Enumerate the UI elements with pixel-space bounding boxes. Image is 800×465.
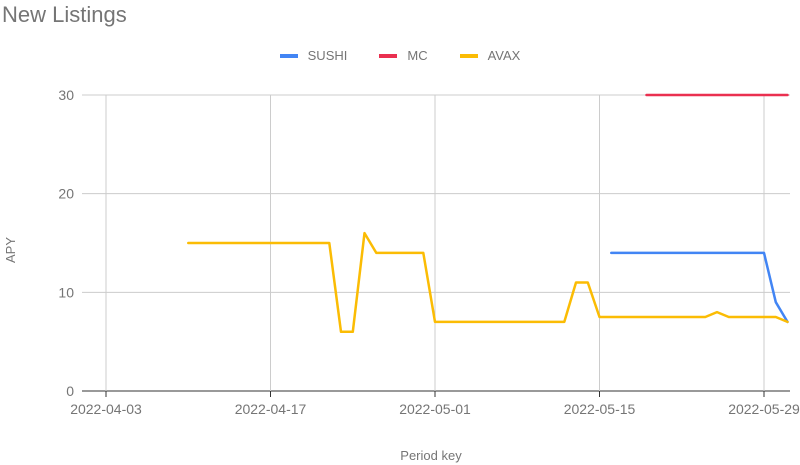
legend-swatch-mc xyxy=(379,53,398,58)
series-line-avax xyxy=(187,231,789,334)
legend-item-mc[interactable]: MC xyxy=(379,48,428,63)
x-tick-label-2022-05-15: 2022-05-15 xyxy=(564,401,636,417)
legend-label-mc: MC xyxy=(407,48,428,63)
x-axis-title: Period key xyxy=(400,448,462,463)
y-axis-title: APY xyxy=(3,237,18,263)
y-tick-label-10: 10 xyxy=(58,284,74,300)
x-tick-label-2022-05-01: 2022-05-01 xyxy=(399,401,471,417)
legend-item-avax[interactable]: AVAX xyxy=(459,48,521,63)
series-line-sushi xyxy=(610,251,789,324)
legend: SUSHI MC AVAX xyxy=(0,48,800,63)
series-lines xyxy=(187,93,789,334)
legend-item-sushi[interactable]: SUSHI xyxy=(279,48,348,63)
x-tick-label-2022-04-17: 2022-04-17 xyxy=(235,401,307,417)
x-tick-label-2022-04-03: 2022-04-03 xyxy=(70,401,142,417)
legend-label-avax: AVAX xyxy=(487,48,521,63)
tick-labels: 0 10 20 30 2022-04-03 2022-04-17 2022-05-01 202… xyxy=(58,87,800,417)
legend-swatch-avax xyxy=(459,53,478,58)
grid xyxy=(82,94,790,397)
y-tick-label-20: 20 xyxy=(58,186,74,202)
y-tick-label-30: 30 xyxy=(58,87,74,103)
y-tick-label-0: 0 xyxy=(66,383,74,399)
legend-label-sushi: SUSHI xyxy=(307,48,348,63)
x-tick-label-2022-05-29: 2022-05-29 xyxy=(728,401,800,417)
chart-title: New Listings xyxy=(2,2,127,27)
legend-swatch-sushi xyxy=(279,53,298,58)
